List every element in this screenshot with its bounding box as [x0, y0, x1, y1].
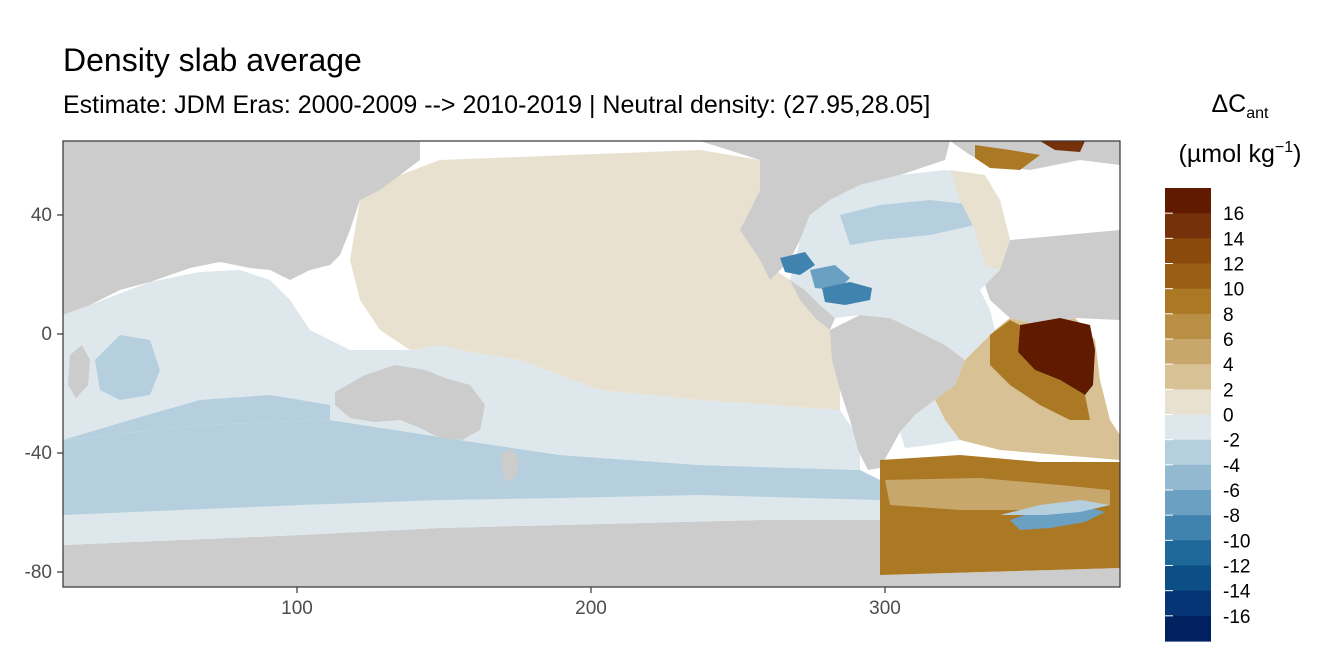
legend-title: ΔCant: [1211, 90, 1269, 122]
legend-label: 4: [1223, 355, 1234, 376]
ocean-arctic-dark: [1040, 141, 1085, 152]
legend: ΔCant (µmol kg−1) 16 14 12 10 8 6 4 2 0 -2 -4 -6 -8 -…: [1165, 90, 1301, 642]
land-antarctica: [63, 520, 1120, 587]
land-madagascar: [68, 345, 90, 398]
legend-label: -4: [1223, 456, 1240, 477]
chart-subtitle: Estimate: JDM Eras: 2000-2009 --> 2010-2…: [63, 91, 931, 119]
ocean-north-atlantic-blue: [840, 200, 975, 245]
legend-label: 12: [1223, 255, 1244, 276]
x-tick-label: 100: [281, 598, 313, 619]
ocean-indian-south: [63, 395, 330, 440]
ocean-gulf: [810, 265, 850, 290]
chart-title: Density slab average: [63, 42, 362, 78]
y-axis: 40 0 -40 -80: [25, 205, 63, 583]
legend-swatch: [1165, 439, 1211, 466]
legend-swatch: [1165, 288, 1211, 315]
legend-unit: (µmol kg−1): [1179, 139, 1302, 168]
x-axis: 100 200 300: [281, 587, 901, 619]
ocean-north-atlantic-light: [950, 170, 1010, 270]
y-tick-label: 40: [31, 205, 52, 226]
legend-swatch: [1165, 188, 1211, 214]
legend-label: 2: [1223, 380, 1234, 401]
x-tick-label: 200: [575, 598, 607, 619]
legend-swatch: [1165, 238, 1211, 265]
legend-swatch: [1165, 540, 1211, 567]
legend-swatch: [1165, 263, 1211, 290]
legend-label: -16: [1223, 607, 1250, 628]
x-tick-label: 300: [869, 598, 901, 619]
legend-label: -2: [1223, 431, 1240, 452]
legend-label: 14: [1223, 229, 1245, 250]
ocean-arabian: [95, 335, 160, 400]
legend-swatch: [1165, 464, 1211, 491]
plot-panel: [62, 140, 1121, 588]
land-west-africa: [985, 230, 1120, 325]
legend-labels: 16 14 12 10 8 6 4 2 0 -2 -4 -6 -8 -10 -12 -14 -16: [1165, 204, 1251, 628]
legend-swatch: [1165, 213, 1211, 239]
legend-label: 6: [1223, 330, 1234, 351]
legend-swatch: [1165, 389, 1211, 416]
legend-swatch: [1165, 590, 1211, 617]
land-new-zealand: [500, 448, 520, 482]
legend-label: -6: [1223, 481, 1240, 502]
legend-swatch: [1165, 339, 1211, 365]
legend-label: -10: [1223, 531, 1250, 552]
land-australia: [335, 365, 485, 440]
ocean-south-atlantic-blue: [900, 400, 960, 448]
legend-colorbar: [1165, 188, 1211, 642]
legend-label: -12: [1223, 557, 1250, 578]
ocean-caribbean: [780, 252, 815, 275]
ocean-pacific: [350, 150, 840, 410]
ocean-weddell-light: [1000, 500, 1110, 515]
land-north-america: [700, 141, 950, 280]
y-tick-label: 0: [41, 324, 52, 345]
legend-label: 10: [1223, 280, 1244, 301]
ocean-south-atlantic-mid: [885, 478, 1110, 510]
land-central-america: [790, 280, 835, 330]
legend-swatch: [1165, 364, 1211, 390]
legend-swatch: [1165, 515, 1211, 541]
legend-label: 16: [1223, 204, 1244, 225]
legend-label: 8: [1223, 305, 1234, 326]
legend-swatch: [1165, 565, 1211, 592]
ocean-caribbean-south: [822, 282, 872, 305]
legend-swatch: [1165, 414, 1211, 441]
legend-swatch: [1165, 313, 1211, 340]
y-tick-label: -40: [25, 443, 52, 464]
legend-label: -8: [1223, 506, 1240, 527]
ocean-guinea-halo: [990, 320, 1090, 420]
legend-swatch: [1165, 615, 1211, 642]
land-south-america: [830, 315, 965, 470]
ocean-southern-lighter: [63, 495, 880, 545]
ocean-arctic-brown: [975, 145, 1040, 170]
legend-swatch: [1165, 490, 1211, 516]
ocean-gulf-of-guinea: [1018, 318, 1095, 395]
legend-label: 0: [1223, 406, 1234, 427]
y-tick-label: -80: [25, 562, 52, 583]
land-africa-asia: [63, 141, 420, 315]
legend-label: -14: [1223, 582, 1251, 603]
